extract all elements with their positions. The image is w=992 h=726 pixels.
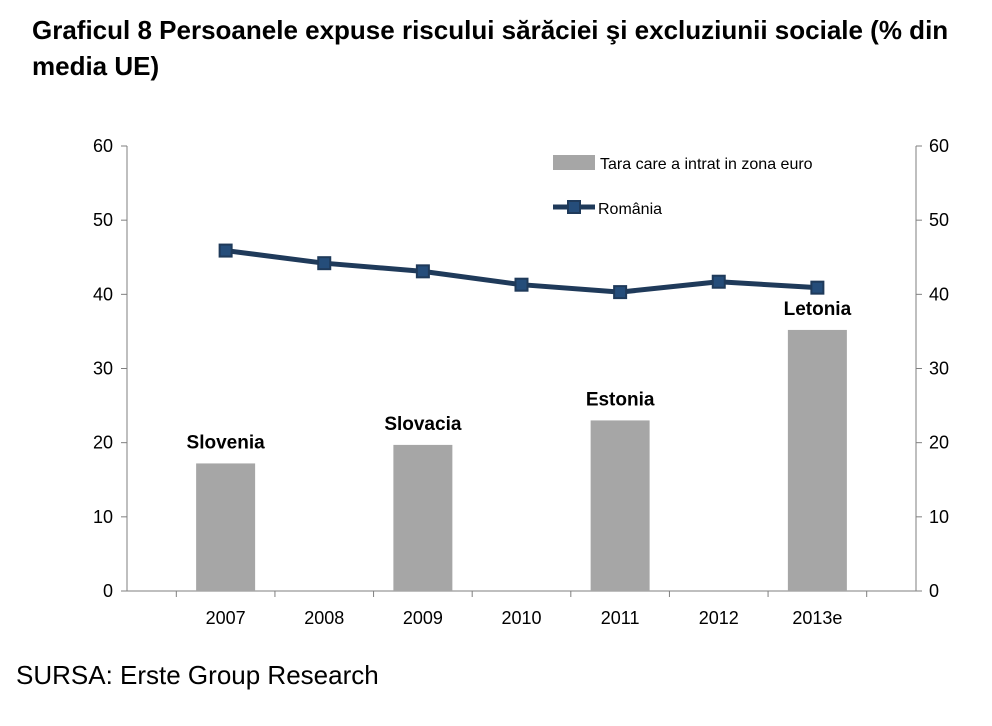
legend-swatch-bar: [553, 155, 595, 170]
x-tick-label: 2008: [304, 608, 344, 628]
y2-tick-label: 0: [929, 581, 939, 601]
x-tick-label: 2009: [403, 608, 443, 628]
source-note: SURSA: Erste Group Research: [16, 660, 379, 690]
chart-title: Graficul 8 Persoanele expuse riscului să…: [32, 15, 949, 81]
y2-tick-label: 60: [929, 136, 949, 156]
line-marker: [317, 256, 332, 271]
line-marker: [218, 243, 233, 258]
y-tick-label: 20: [93, 433, 113, 453]
y-tick-label: 40: [93, 284, 113, 304]
x-tick-label: 2012: [699, 608, 739, 628]
x-tick-label: 2011: [601, 608, 640, 628]
x-tick-label: 2010: [501, 608, 541, 628]
y-tick-label: 10: [93, 507, 113, 527]
bar: [196, 463, 256, 591]
bar: [590, 420, 650, 591]
chart: 0 10 20 30 40 50 60 0 10 20 30 40 50 60 2007 2008 2009 20…: [93, 136, 949, 628]
line-marker: [514, 277, 529, 292]
bar-data-label: Slovenia: [187, 432, 266, 453]
bar-data-label: Slovacia: [384, 414, 462, 435]
line-marker: [415, 264, 430, 279]
line-marker: [810, 280, 825, 295]
x-tick-label: 2013e: [792, 608, 842, 628]
y-tick-label: 0: [103, 581, 113, 601]
line-marker: [613, 285, 628, 300]
y2-tick-label: 40: [929, 284, 949, 304]
bar: [787, 329, 847, 591]
y2-tick-label: 30: [929, 359, 949, 379]
y-tick-label: 30: [93, 359, 113, 379]
y-tick-label: 50: [93, 210, 113, 230]
legend-label-bar: Tara care a intrat in zona euro: [600, 156, 813, 173]
bar-data-label: Letonia: [784, 299, 852, 320]
y-tick-label: 60: [93, 136, 113, 156]
y2-tick-label: 20: [929, 433, 949, 453]
line-marker: [711, 274, 726, 289]
bar: [393, 444, 453, 591]
legend-swatch-marker: [567, 200, 581, 214]
bar-data-label: Estonia: [586, 389, 655, 410]
y2-tick-label: 50: [929, 210, 949, 230]
y2-tick-label: 10: [929, 507, 949, 527]
x-tick-label: 2007: [206, 608, 246, 628]
legend-label-line: România: [598, 201, 662, 218]
